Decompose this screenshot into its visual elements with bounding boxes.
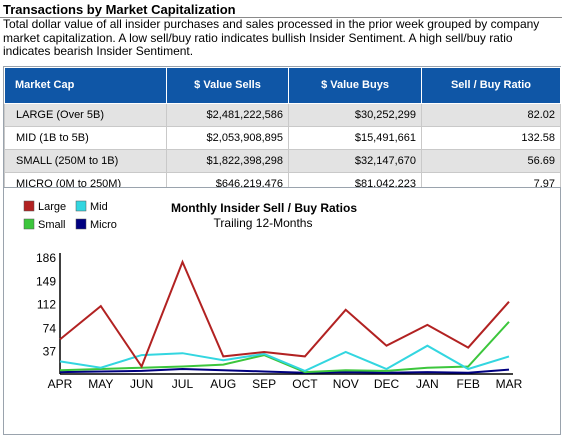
- title-divider: [0, 17, 562, 18]
- section-description: Total dollar value of all insider purcha…: [3, 17, 540, 58]
- cell-value-buys: $32,147,670: [288, 149, 422, 173]
- y-tick-label: 186: [36, 251, 56, 265]
- column-header-value-sells: $ Value Sells: [166, 67, 289, 104]
- y-tick-label: 149: [36, 274, 56, 288]
- cell-value-buys: $15,491,661: [288, 126, 422, 150]
- table-row: MID (1B to 5B) $2,053,908,895 $15,491,66…: [4, 126, 561, 150]
- x-tick-label: JUL: [172, 377, 194, 391]
- cell-value-sells: $1,822,398,298: [166, 149, 289, 173]
- x-tick-label: OCT: [292, 377, 318, 391]
- cell-market-cap: LARGE (Over 5B): [4, 103, 167, 127]
- x-tick-label: AUG: [210, 377, 236, 391]
- series-line-micro: [59, 367, 510, 374]
- table-row: LARGE (Over 5B) $2,481,222,586 $30,252,2…: [4, 103, 561, 127]
- legend-label-small: Small: [38, 219, 66, 231]
- x-tick-label: FEB: [457, 377, 480, 391]
- column-header-market-cap: Market Cap: [4, 67, 167, 104]
- y-tick-label: 112: [37, 298, 56, 312]
- column-header-value-buys: $ Value Buys: [288, 67, 422, 104]
- chart-legend: Large Mid Small Micro: [23, 200, 117, 231]
- legend-swatch-large: [23, 200, 35, 212]
- legend-label-mid: Mid: [90, 201, 108, 213]
- cell-market-cap: SMALL (250M to 1B): [4, 149, 167, 173]
- y-tick-label: 74: [43, 321, 57, 335]
- x-tick-label: JUN: [130, 377, 153, 391]
- cell-value-sells: $2,053,908,895: [166, 126, 289, 150]
- column-header-sell-buy-ratio: Sell / Buy Ratio: [421, 67, 561, 104]
- legend-swatch-small: [23, 218, 35, 230]
- legend-label-micro: Micro: [90, 219, 117, 231]
- market-cap-table-container: Market Cap $ Value Sells $ Value Buys Se…: [3, 66, 561, 196]
- legend-swatch-mid: [75, 200, 87, 212]
- cell-ratio: 82.02: [421, 103, 561, 127]
- cell-value-sells: $2,481,222,586: [166, 103, 289, 127]
- y-tick-label: 37: [43, 345, 57, 359]
- cell-value-buys: $30,252,299: [288, 103, 422, 127]
- x-tick-label: APR: [48, 377, 73, 391]
- x-tick-label: MAR: [496, 377, 523, 391]
- market-cap-table: Market Cap $ Value Sells $ Value Buys Se…: [4, 67, 561, 196]
- table-header-row: Market Cap $ Value Sells $ Value Buys Se…: [4, 67, 561, 104]
- legend-swatch-micro: [75, 218, 87, 230]
- series-line-large: [59, 259, 510, 369]
- cell-ratio: 56.69: [421, 149, 561, 173]
- x-tick-label: NOV: [333, 377, 359, 391]
- legend-label-large: Large: [38, 201, 66, 213]
- x-tick-label: JAN: [416, 377, 439, 391]
- x-tick-label: SEP: [252, 377, 276, 391]
- section-title: Transactions by Market Capitalization: [3, 2, 236, 17]
- chart-subtitle: Trailing 12-Months: [214, 216, 313, 230]
- x-tick-label: MAY: [88, 377, 113, 391]
- cell-market-cap: MID (1B to 5B): [4, 126, 167, 150]
- chart-title: Monthly Insider Sell / Buy Ratios: [171, 201, 357, 215]
- series-line-small: [59, 321, 510, 374]
- chart-plot-area: 186 149 112 74 37 APR MAY JUN JUL AUG SEP OCT NOV DEC…: [36, 251, 523, 391]
- cell-ratio: 132.58: [421, 126, 561, 150]
- sell-buy-ratio-chart: Large Mid Small Micro Monthly Insider Se…: [23, 200, 523, 391]
- chart-container: Large Mid Small Micro Monthly Insider Se…: [3, 187, 561, 435]
- table-row: SMALL (250M to 1B) $1,822,398,298 $32,14…: [4, 149, 561, 173]
- x-tick-label: DEC: [374, 377, 400, 391]
